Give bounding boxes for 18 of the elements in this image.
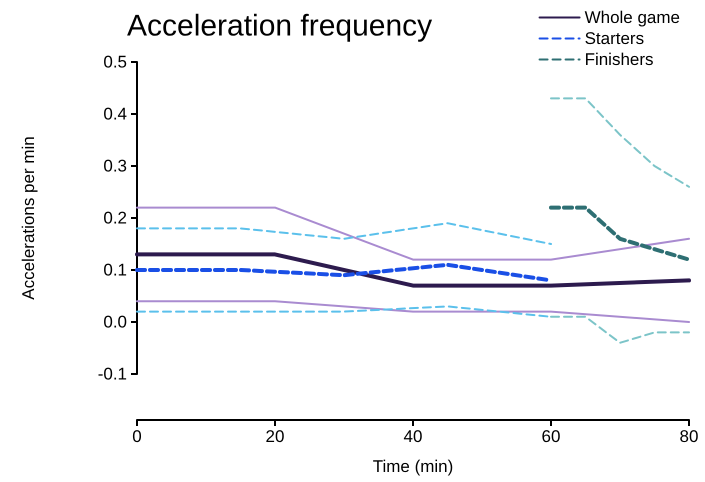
y-tick-label: -0.1 xyxy=(98,364,127,384)
x-tick-label: 0 xyxy=(132,427,142,446)
chart-title: Acceleration frequency xyxy=(127,10,432,42)
legend-label: Starters xyxy=(584,29,644,48)
x-axis-title: Time (min) xyxy=(372,457,454,476)
x-tick-label: 20 xyxy=(266,427,284,446)
legend-label: Finishers xyxy=(584,50,654,69)
y-tick-label: 0.1 xyxy=(103,260,127,280)
y-tick-label: 0.3 xyxy=(103,156,127,176)
legend-label: Whole game xyxy=(584,8,680,27)
y-tick-label: 0.2 xyxy=(103,208,127,228)
y-tick-label: 0.4 xyxy=(103,104,127,124)
x-tick-label: 40 xyxy=(404,427,422,446)
y-axis-title: Accelerations per min xyxy=(19,136,38,300)
y-tick-label: 0.0 xyxy=(103,312,127,332)
y-tick-label: 0.5 xyxy=(103,52,127,72)
x-tick-label: 60 xyxy=(542,427,560,446)
x-tick-label: 80 xyxy=(680,427,698,446)
